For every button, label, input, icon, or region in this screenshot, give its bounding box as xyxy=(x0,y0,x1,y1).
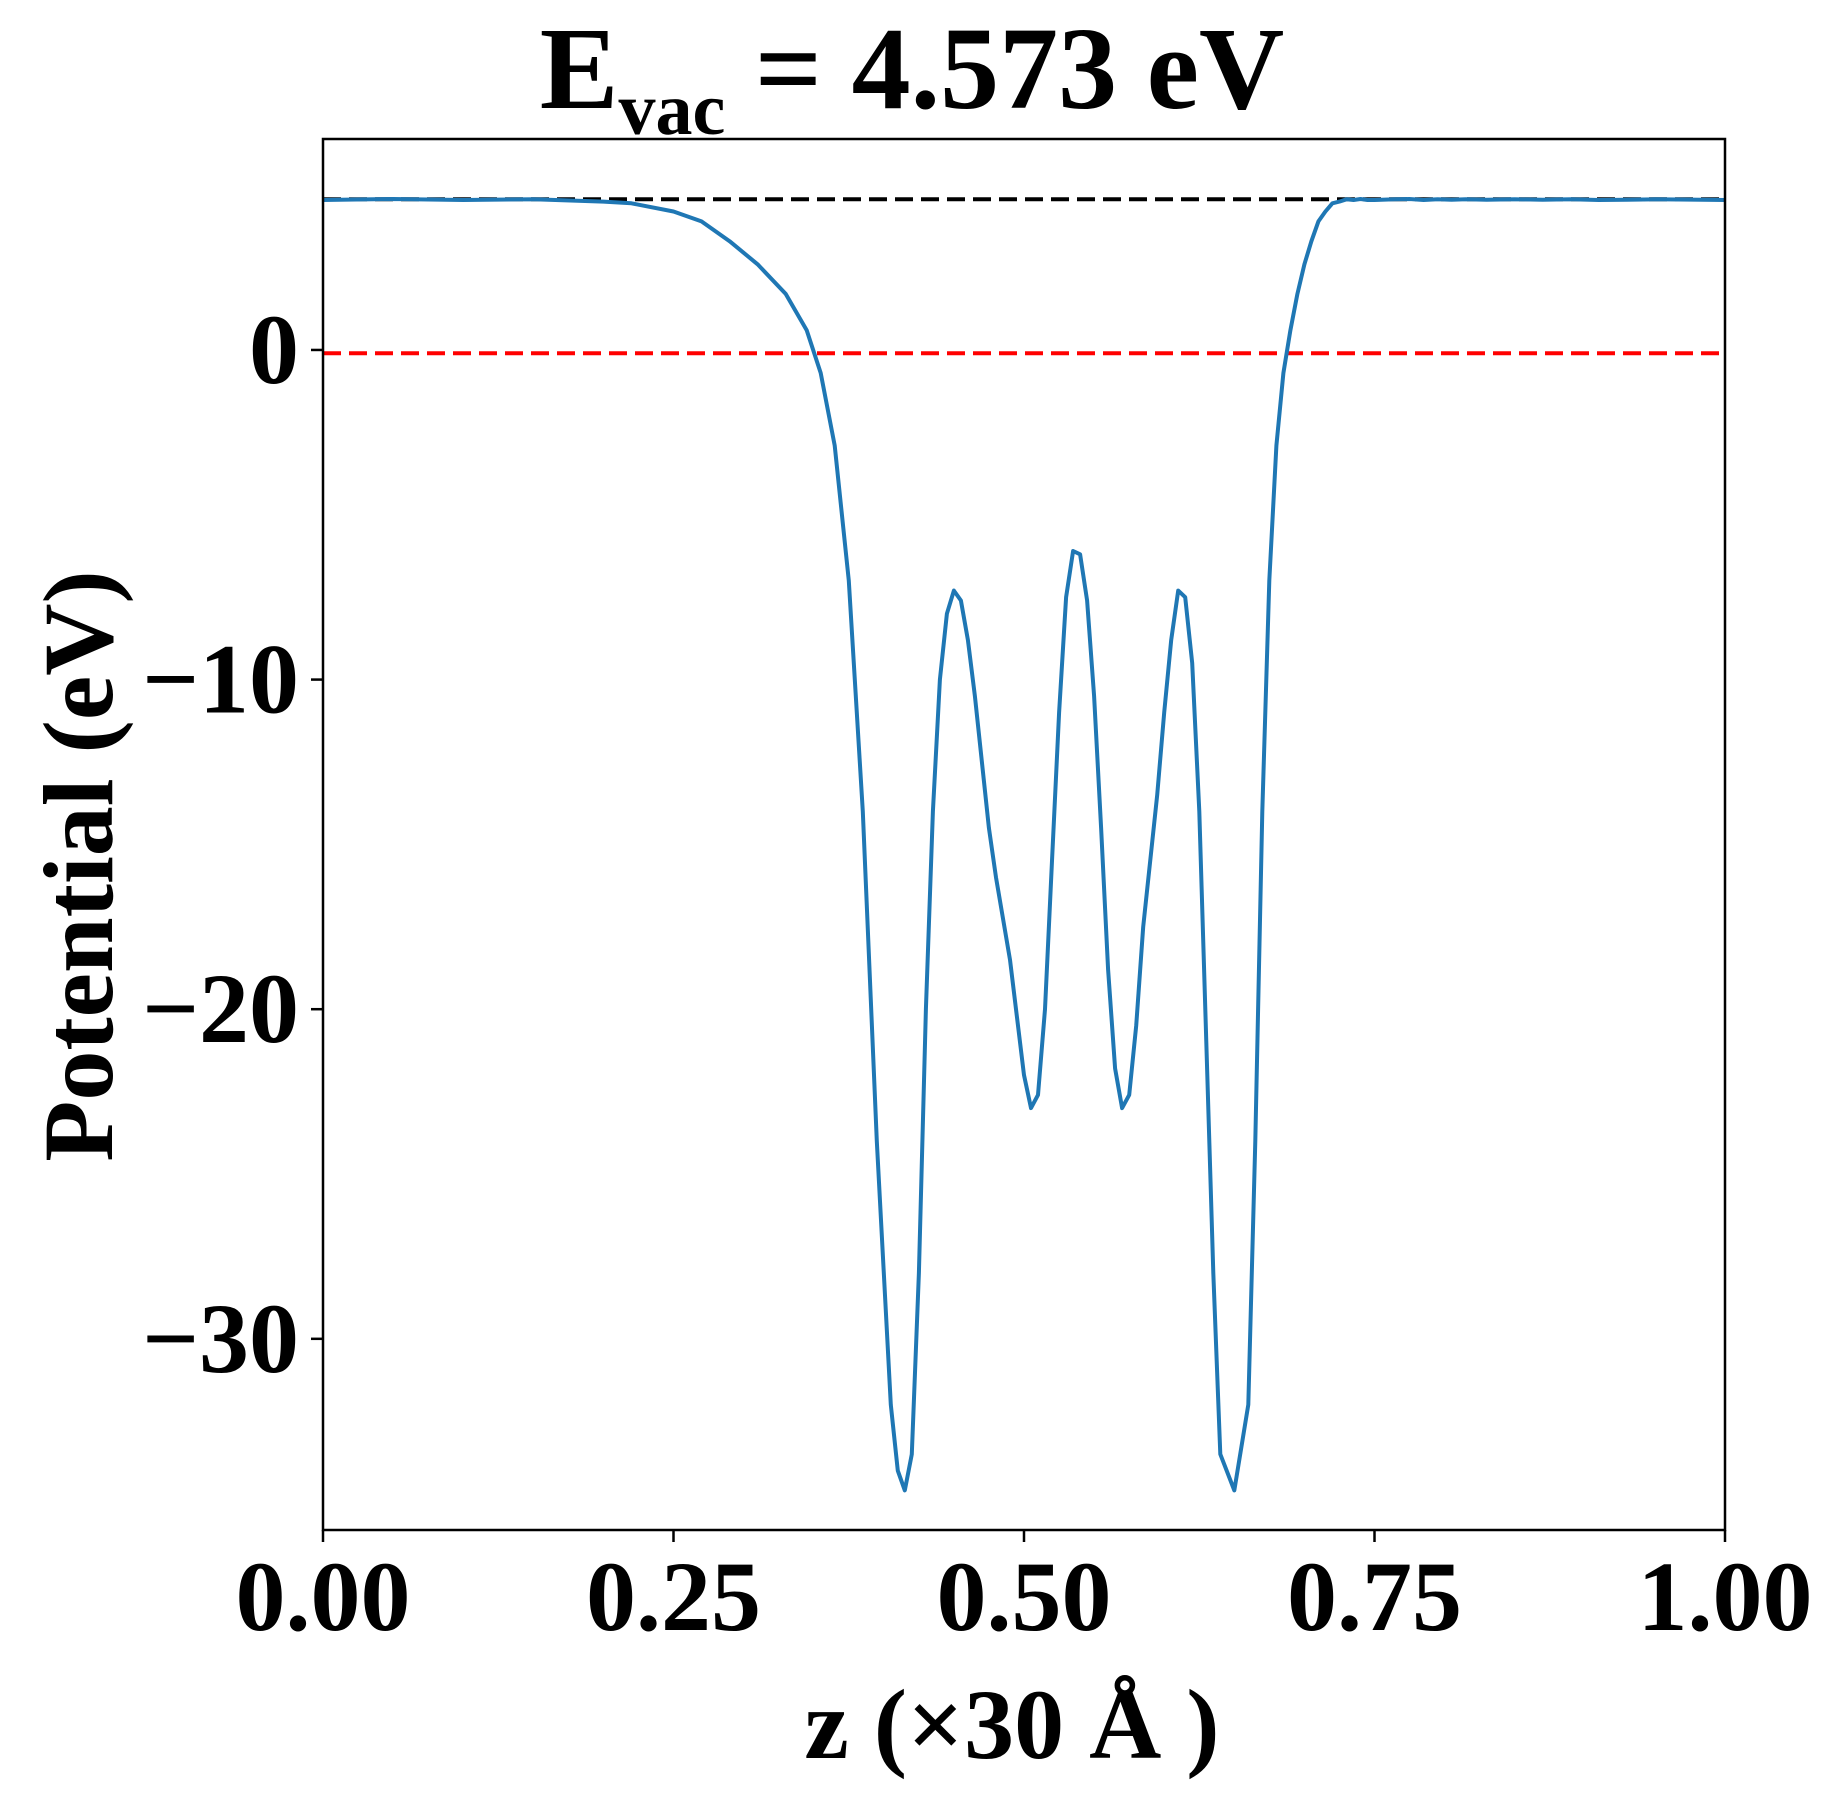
x-tick-label: 1.00 xyxy=(1638,1541,1813,1652)
title-base: E xyxy=(540,3,619,134)
plot-frame xyxy=(321,137,1727,1532)
y-tick-label: −10 xyxy=(142,624,299,735)
title-rest: = 4.573 eV xyxy=(725,3,1284,134)
y-tick-label: 0 xyxy=(249,294,299,405)
chart-title: Evac = 4.573 eV xyxy=(540,3,1284,151)
plot-area xyxy=(322,197,1726,1493)
x-tick-label: 0.50 xyxy=(937,1541,1112,1652)
y-tick-label: −20 xyxy=(142,953,299,1064)
title-subscript: vac xyxy=(619,69,726,151)
x-axis-label: z (×30 Å ) xyxy=(804,1669,1219,1780)
x-tick-label: 0.75 xyxy=(1287,1541,1462,1652)
x-tick-label: 0.00 xyxy=(236,1541,411,1652)
y-axis-label: Potential (eV) xyxy=(23,570,134,1161)
y-tick-label: −30 xyxy=(142,1283,299,1394)
axes: 0.00 0.25 0.50 0.75 1.00 0 −10 −20 −30 xyxy=(142,137,1813,1652)
series-line-0 xyxy=(322,197,1726,1493)
x-tick-label: 0.25 xyxy=(586,1541,761,1652)
chart-title-text: Evac = 4.573 eV xyxy=(540,3,1284,151)
